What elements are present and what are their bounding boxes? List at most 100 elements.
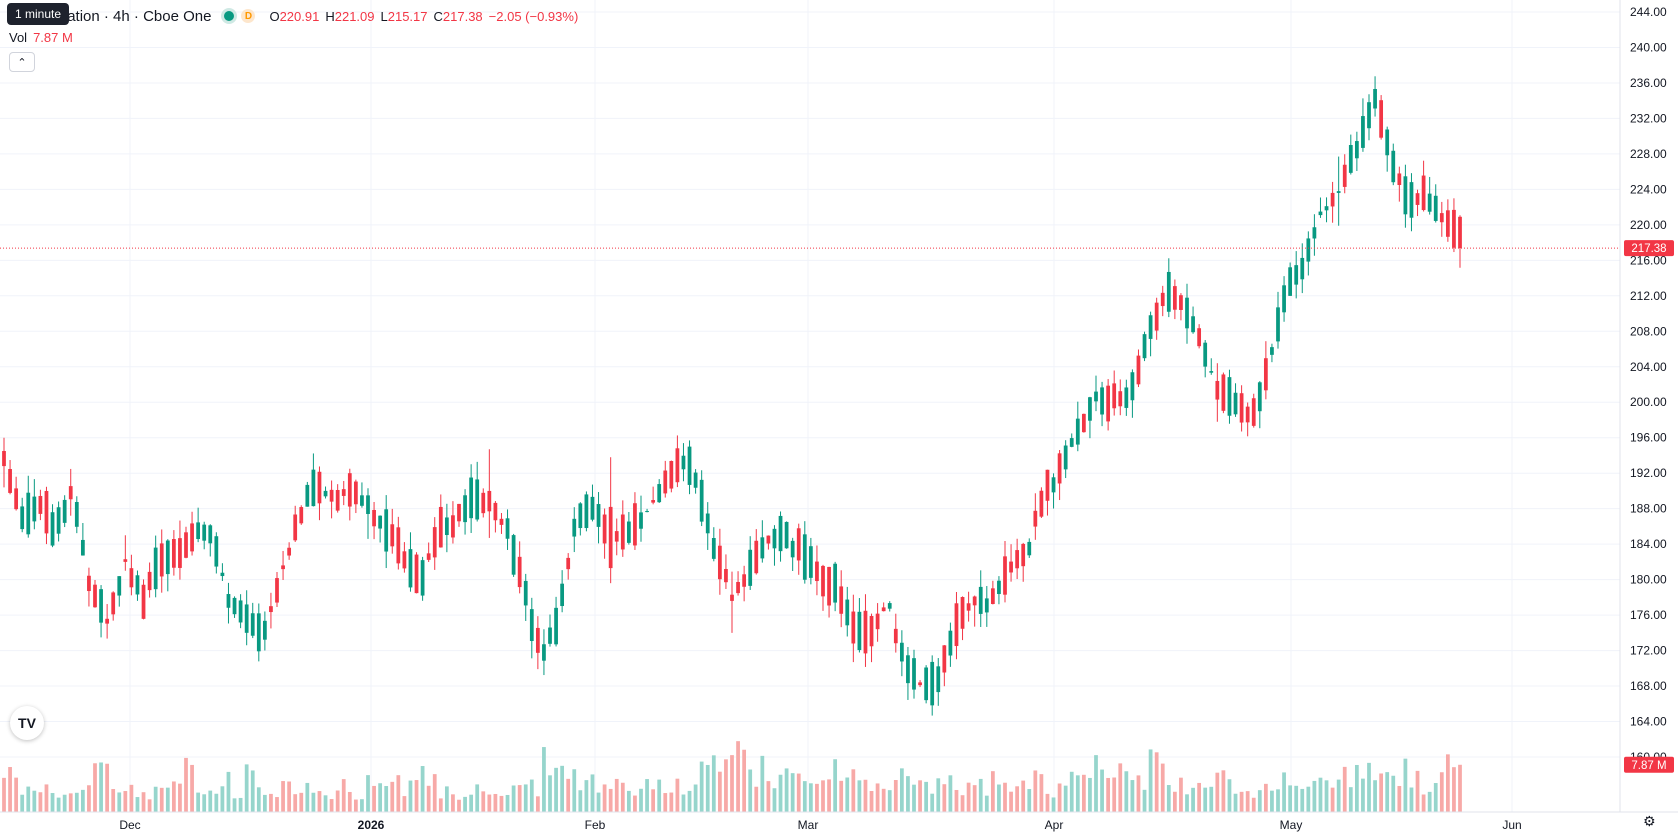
candle-body[interactable] — [202, 524, 207, 541]
candle-body[interactable] — [1239, 393, 1244, 423]
candle-body[interactable] — [815, 561, 819, 582]
candle-body[interactable] — [1045, 469, 1050, 501]
candle-body[interactable] — [584, 494, 589, 529]
candle-body[interactable] — [111, 592, 116, 615]
candle-body[interactable] — [171, 539, 176, 568]
candle-body[interactable] — [730, 594, 734, 601]
candle-body[interactable] — [147, 571, 152, 591]
candle-body[interactable] — [1179, 295, 1183, 310]
candle-body[interactable] — [1379, 100, 1384, 138]
candle-body[interactable] — [990, 588, 995, 605]
candle-body[interactable] — [244, 604, 249, 633]
candle-body[interactable] — [984, 598, 989, 613]
candle-body[interactable] — [548, 627, 552, 644]
candle-body[interactable] — [675, 448, 680, 483]
candle-body[interactable] — [238, 600, 243, 623]
candle-body[interactable] — [1342, 164, 1347, 187]
candle-body[interactable] — [396, 527, 401, 564]
candle-body[interactable] — [778, 515, 783, 552]
candle-body[interactable] — [226, 594, 231, 608]
symbol-legend[interactable]: A Corporation · 4h · Cboe One D O 220.91 … — [8, 6, 578, 26]
candle-body[interactable] — [68, 486, 73, 500]
candle-body[interactable] — [681, 455, 686, 470]
candle-body[interactable] — [420, 560, 425, 596]
candle-body[interactable] — [196, 522, 201, 539]
candle-body[interactable] — [924, 667, 929, 701]
candle-body[interactable] — [426, 553, 431, 560]
candle-body[interactable] — [1276, 307, 1280, 342]
candle-body[interactable] — [1075, 418, 1080, 445]
candle-body[interactable] — [1215, 380, 1220, 400]
candle-body[interactable] — [754, 540, 759, 574]
candle-body[interactable] — [827, 566, 831, 606]
candle-body[interactable] — [317, 471, 322, 504]
candle-body[interactable] — [1130, 372, 1135, 401]
candle-body[interactable] — [772, 528, 777, 549]
candle-body[interactable] — [1009, 561, 1013, 573]
candle-body[interactable] — [511, 535, 516, 575]
candle-body[interactable] — [1458, 216, 1462, 249]
candle-body[interactable] — [1445, 210, 1450, 237]
candle-body[interactable] — [857, 611, 862, 651]
candle-body[interactable] — [590, 496, 595, 520]
candle-body[interactable] — [796, 528, 801, 561]
candle-body[interactable] — [1282, 285, 1286, 313]
candle-body[interactable] — [335, 489, 340, 511]
candle-body[interactable] — [1439, 213, 1444, 223]
candle-body[interactable] — [1324, 206, 1329, 211]
candle-body[interactable] — [1106, 385, 1111, 422]
candle-body[interactable] — [1112, 383, 1117, 409]
candle-body[interactable] — [451, 515, 455, 538]
candle-body[interactable] — [360, 495, 364, 506]
candle-body[interactable] — [1251, 398, 1256, 426]
candle-body[interactable] — [645, 511, 649, 513]
tradingview-logo-icon[interactable]: TV — [10, 706, 44, 740]
candle-body[interactable] — [432, 527, 437, 558]
candle-body[interactable] — [578, 503, 583, 529]
candle-body[interactable] — [869, 615, 874, 647]
candle-body[interactable] — [1403, 176, 1408, 215]
candle-body[interactable] — [626, 521, 631, 543]
candle-body[interactable] — [123, 559, 128, 562]
candle-body[interactable] — [1094, 391, 1098, 402]
candle-body[interactable] — [1003, 556, 1007, 595]
candle-body[interactable] — [851, 611, 856, 644]
candle-body[interactable] — [1409, 182, 1414, 218]
candle-body[interactable] — [693, 472, 698, 488]
candle-body[interactable] — [1142, 334, 1147, 359]
candle-body[interactable] — [2, 451, 6, 467]
candle-body[interactable] — [1227, 377, 1232, 416]
candle-body[interactable] — [651, 500, 656, 503]
candle-body[interactable] — [56, 507, 61, 534]
candle-body[interactable] — [711, 538, 716, 559]
candle-body[interactable] — [281, 565, 285, 570]
candle-body[interactable] — [1263, 358, 1268, 391]
candle-body[interactable] — [1300, 257, 1305, 280]
candle-body[interactable] — [821, 565, 825, 597]
candle-body[interactable] — [620, 514, 625, 550]
candle-body[interactable] — [275, 578, 279, 603]
candle-body[interactable] — [608, 506, 613, 569]
candle-body[interactable] — [80, 539, 85, 556]
candle-body[interactable] — [942, 645, 947, 673]
candle-body[interactable] — [930, 661, 935, 706]
candle-body[interactable] — [1354, 141, 1359, 159]
candle-body[interactable] — [323, 490, 328, 497]
candle-body[interactable] — [463, 495, 467, 523]
candle-body[interactable] — [790, 540, 795, 558]
candle-body[interactable] — [863, 610, 868, 654]
candle-body[interactable] — [378, 515, 383, 529]
candle-body[interactable] — [529, 609, 534, 642]
candle-body[interactable] — [499, 518, 504, 525]
candle-body[interactable] — [505, 518, 510, 539]
candle-body[interactable] — [1160, 292, 1165, 307]
candle-body[interactable] — [724, 569, 728, 583]
candle-body[interactable] — [62, 499, 67, 523]
candle-body[interactable] — [135, 575, 140, 595]
candle-body[interactable] — [129, 568, 134, 588]
candle-body[interactable] — [639, 512, 643, 529]
candle-body[interactable] — [414, 554, 419, 594]
candle-body[interactable] — [178, 538, 182, 568]
candle-body[interactable] — [305, 484, 310, 507]
